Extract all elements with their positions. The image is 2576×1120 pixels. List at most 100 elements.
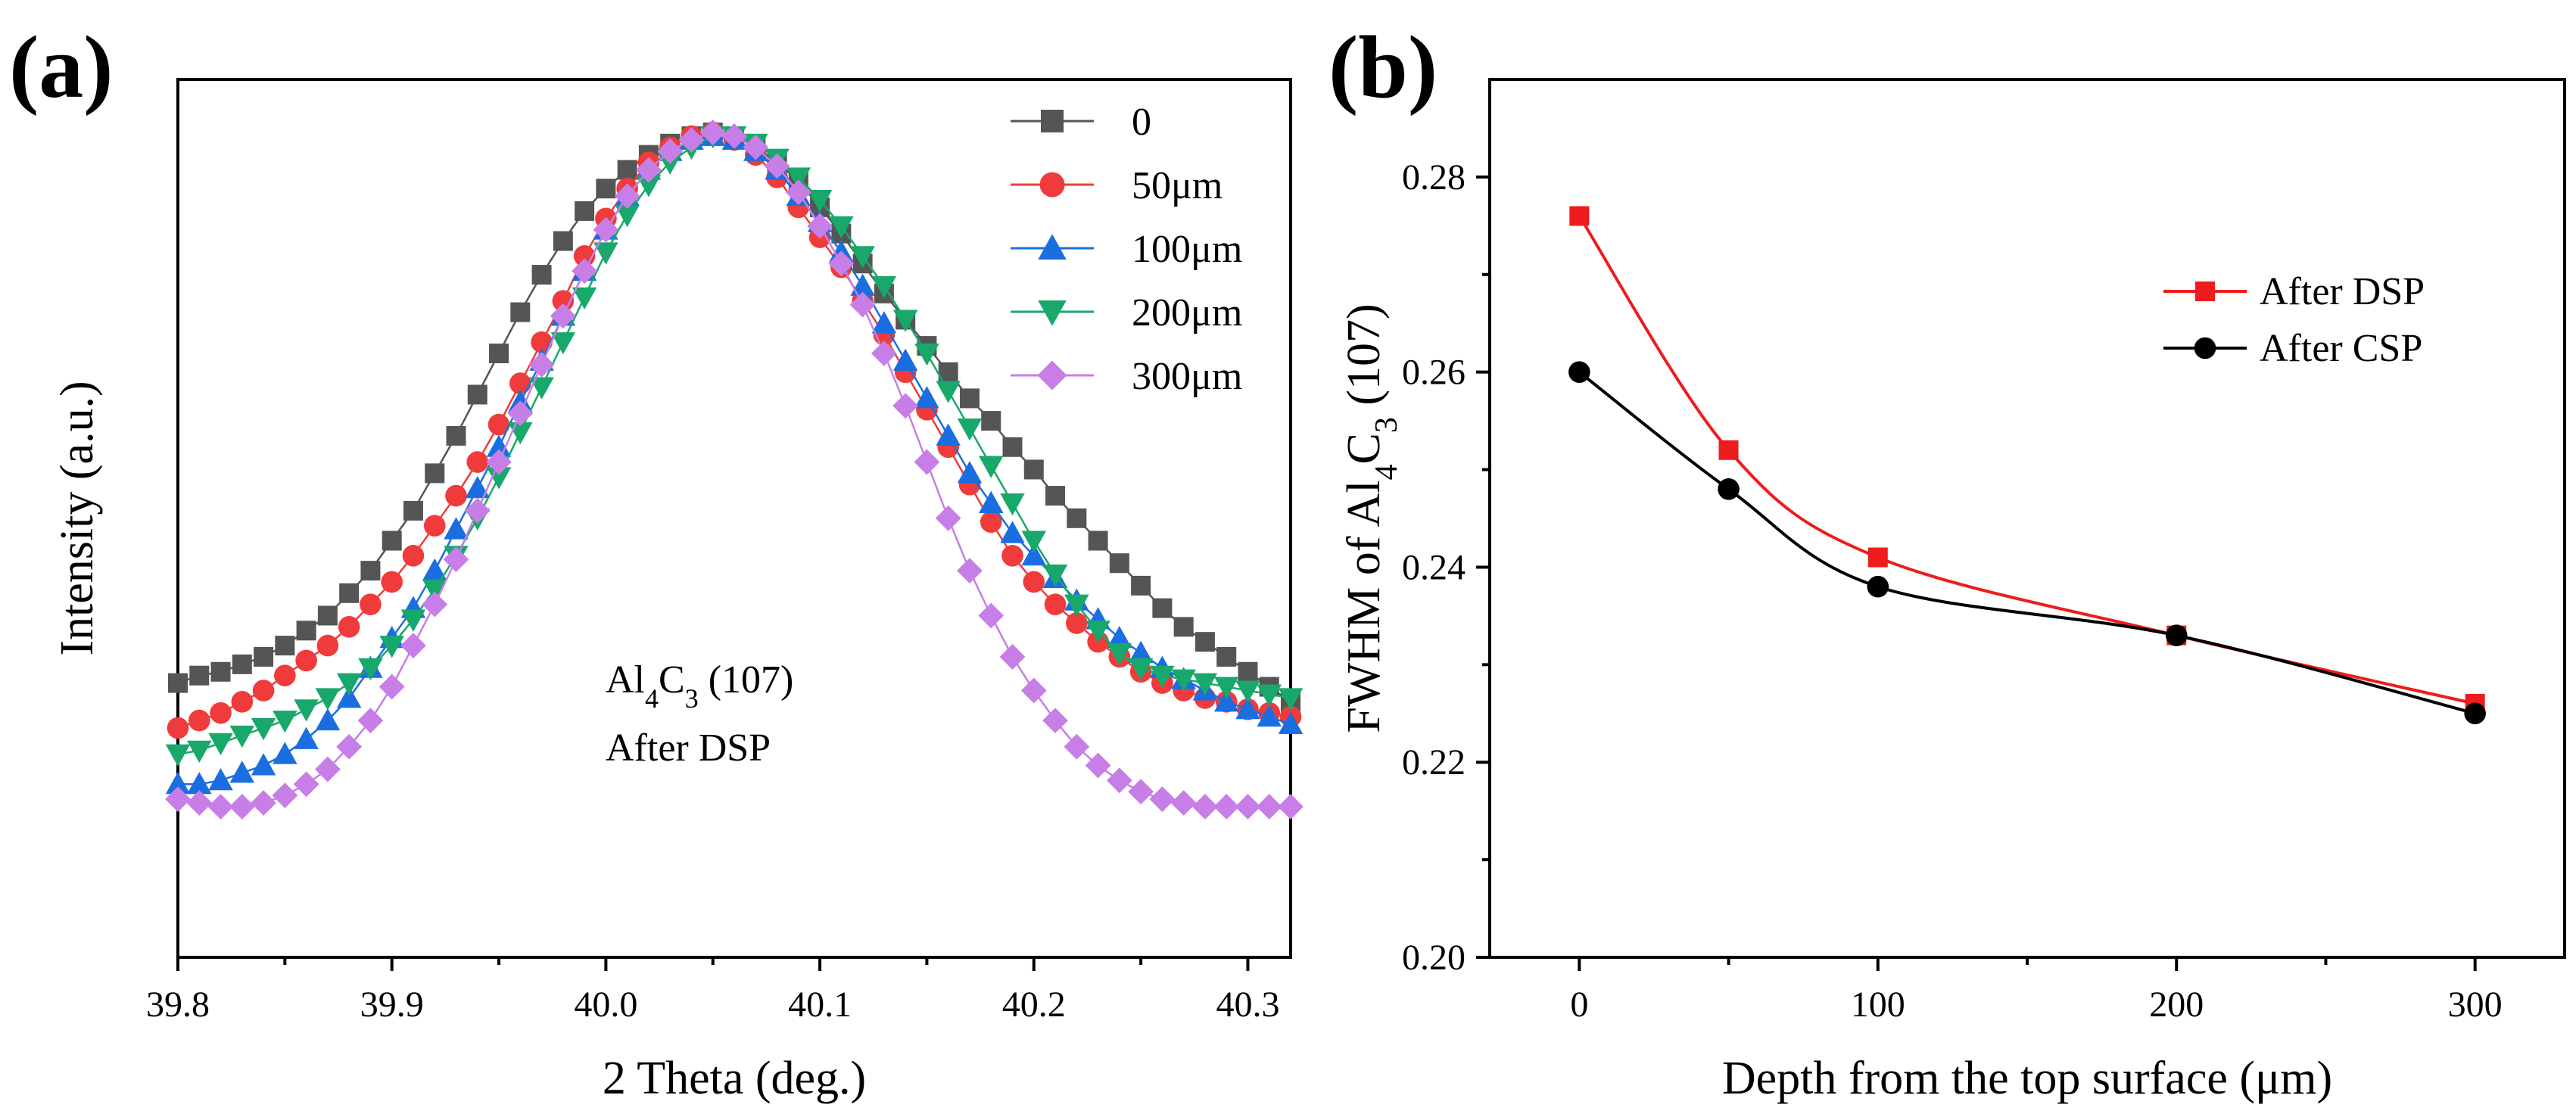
data-point <box>1128 640 1154 663</box>
data-point <box>1235 697 1260 720</box>
data-point <box>251 718 276 741</box>
data-point <box>914 386 939 409</box>
data-point <box>936 381 961 403</box>
data-point <box>295 649 317 672</box>
data-point <box>445 484 467 507</box>
x-tick-label: 0 <box>1570 985 1588 1025</box>
data-point <box>187 740 212 763</box>
panel-b-x-label: Depth from the top surface (μm) <box>1722 1053 2332 1104</box>
data-point <box>1173 617 1194 637</box>
data-point <box>274 664 296 686</box>
legend-label: 300μm <box>1132 355 1242 398</box>
data-point <box>850 273 875 296</box>
legend-label: 100μm <box>1132 228 1242 271</box>
data-point <box>1088 530 1108 551</box>
data-point <box>1045 486 1066 506</box>
data-point <box>1128 658 1154 681</box>
data-point <box>446 425 466 446</box>
data-point <box>402 545 425 567</box>
data-point <box>1235 794 1261 820</box>
data-point <box>1044 593 1067 615</box>
data-point <box>1152 598 1173 618</box>
legend-marker <box>1038 300 1067 326</box>
data-point <box>1213 689 1239 712</box>
data-point <box>1213 794 1240 820</box>
data-point <box>807 213 833 239</box>
data-point <box>871 341 897 366</box>
data-point <box>382 530 402 551</box>
data-point <box>1021 530 1047 553</box>
data-point <box>423 515 446 537</box>
data-point <box>336 733 363 760</box>
y-tick-label: 0.24 <box>1402 547 1466 587</box>
data-point <box>208 768 233 791</box>
data-point <box>1064 594 1089 617</box>
panel-b-label: (b) <box>1328 17 1438 117</box>
data-point <box>296 621 316 641</box>
data-point <box>1718 478 1740 500</box>
series-line <box>177 131 1291 703</box>
legend-label: After CSP <box>2260 327 2422 370</box>
data-point <box>1235 680 1260 703</box>
x-tick-label: 40.1 <box>788 985 852 1025</box>
data-point <box>1085 752 1111 779</box>
data-point <box>1257 704 1282 727</box>
data-point <box>1238 661 1258 682</box>
data-point <box>210 702 232 724</box>
data-point <box>575 201 595 221</box>
data-point <box>293 771 319 798</box>
data-point <box>1001 545 1023 567</box>
panel-b-y-label: FWHM of Al4C3 (107) <box>1338 303 1404 733</box>
legend-marker <box>1039 172 1065 198</box>
x-tick-label: 40.2 <box>1002 985 1066 1025</box>
data-point <box>678 126 705 153</box>
data-point <box>400 609 426 632</box>
data-point <box>892 393 919 419</box>
data-point <box>1278 688 1304 711</box>
panel-a-x-label: 2 Theta (deg.) <box>603 1053 866 1104</box>
data-point <box>358 658 383 681</box>
data-point <box>229 725 255 748</box>
panel-a-annotation-compound: Al4C3 (107) <box>606 658 793 714</box>
data-point <box>444 517 469 540</box>
data-point <box>229 794 255 820</box>
data-point <box>381 571 403 593</box>
data-point <box>1213 677 1239 699</box>
data-point <box>486 449 512 475</box>
data-point <box>2165 624 2188 646</box>
data-point <box>1000 493 1025 516</box>
y-tick-label: 0.28 <box>1402 157 1466 198</box>
data-point <box>273 711 297 733</box>
data-point <box>1256 794 1282 820</box>
data-point <box>294 699 319 722</box>
series-4 <box>165 120 1304 820</box>
legend-marker <box>2194 337 2216 359</box>
data-point <box>422 591 448 618</box>
data-point <box>254 646 274 667</box>
legend-label: After DSP <box>2260 270 2425 313</box>
data-point <box>572 287 597 310</box>
data-point <box>486 467 512 490</box>
data-point <box>316 634 339 657</box>
data-point <box>165 772 191 795</box>
data-point <box>168 673 188 693</box>
data-point <box>1064 733 1090 760</box>
data-point <box>914 449 940 475</box>
data-point <box>550 303 576 329</box>
data-point <box>487 413 510 436</box>
x-tick-label: 300 <box>2448 985 2503 1025</box>
panel-b-axes: 0 100 200 300 0.20 0.22 0.24 0.26 0.28 <box>1402 157 2503 1025</box>
data-point <box>1128 779 1154 805</box>
data-point <box>188 709 210 732</box>
panel-b-series <box>1568 206 2486 725</box>
data-point <box>1023 571 1045 593</box>
data-point <box>231 691 254 713</box>
data-point <box>252 680 275 702</box>
data-point <box>1569 206 1590 226</box>
data-point <box>1002 437 1023 457</box>
data-point <box>2464 702 2486 725</box>
y-tick-label: 0.20 <box>1402 938 1466 978</box>
data-point <box>251 753 276 776</box>
data-point <box>422 579 447 602</box>
legend-marker <box>1038 234 1067 260</box>
